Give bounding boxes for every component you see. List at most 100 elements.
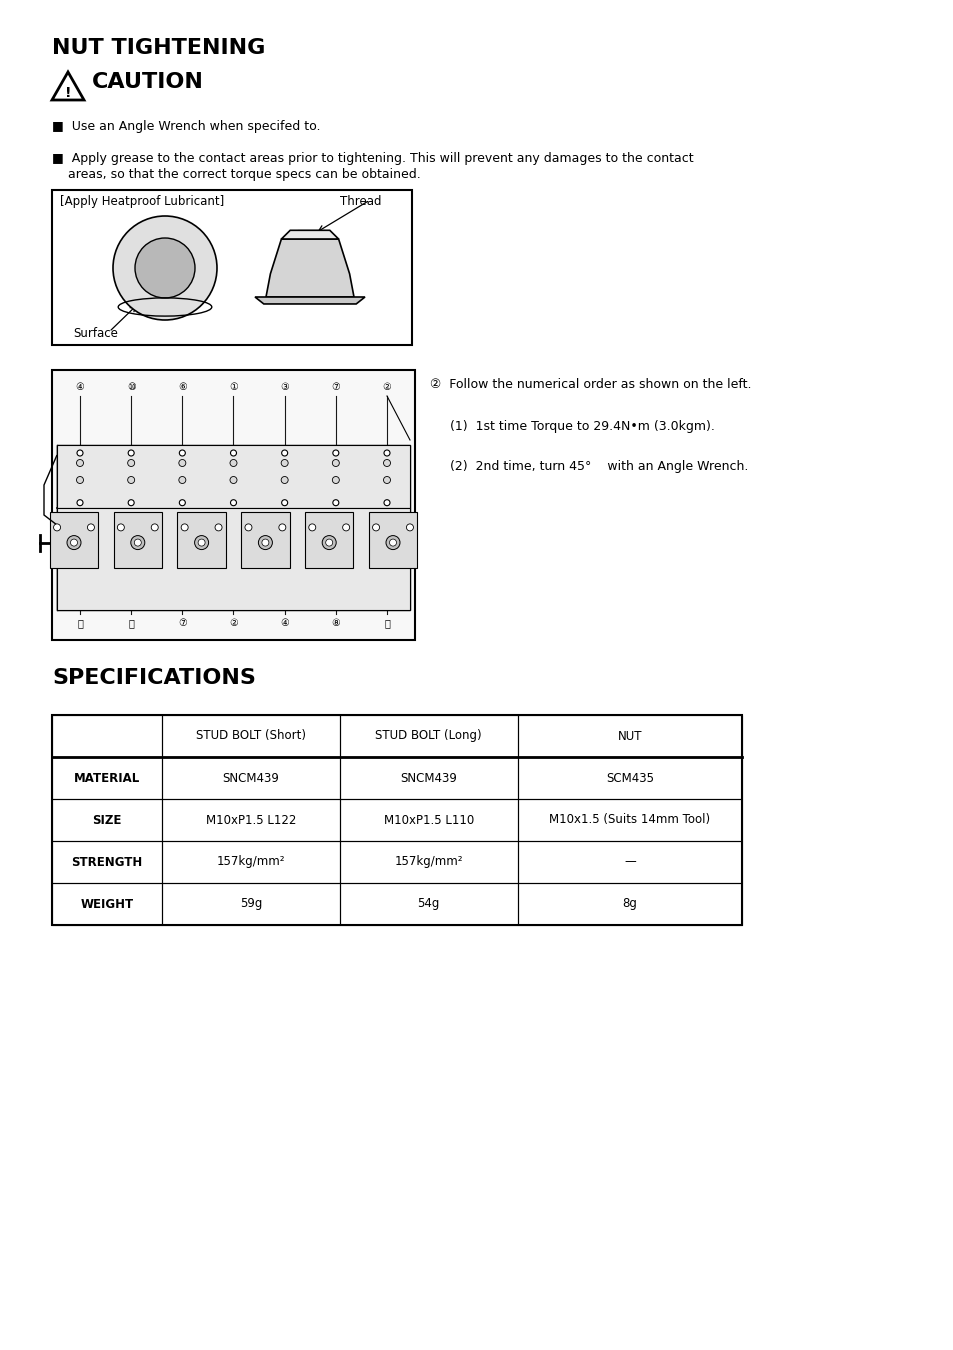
Text: SCM435: SCM435: [605, 771, 653, 784]
Bar: [339, 799, 517, 841]
Bar: [339, 716, 517, 757]
Circle shape: [128, 500, 134, 506]
Circle shape: [245, 524, 252, 531]
Text: STUD BOLT (Long): STUD BOLT (Long): [375, 729, 481, 742]
Circle shape: [386, 536, 399, 549]
Circle shape: [333, 500, 338, 506]
Polygon shape: [254, 297, 365, 304]
Bar: [52, 883, 162, 925]
Polygon shape: [281, 231, 338, 239]
Circle shape: [152, 524, 158, 531]
Text: ②  Follow the numerical order as shown on the left.: ② Follow the numerical order as shown on…: [430, 378, 751, 392]
Text: ⑧: ⑧: [331, 618, 340, 628]
Text: ⑦: ⑦: [331, 382, 340, 391]
Text: 8g: 8g: [621, 898, 637, 910]
Text: SPECIFICATIONS: SPECIFICATIONS: [52, 668, 255, 688]
Bar: [162, 716, 339, 757]
Bar: [162, 757, 339, 799]
Circle shape: [128, 459, 134, 467]
Circle shape: [112, 216, 216, 320]
Text: ③: ③: [280, 382, 289, 391]
Bar: [162, 883, 339, 925]
Circle shape: [406, 524, 413, 531]
Circle shape: [373, 524, 379, 531]
Text: ④: ④: [75, 382, 84, 391]
Circle shape: [278, 524, 286, 531]
Text: 157kg/mm²: 157kg/mm²: [216, 856, 285, 868]
Polygon shape: [266, 239, 354, 297]
Text: NUT: NUT: [617, 729, 641, 742]
Text: ⑭: ⑭: [77, 618, 83, 628]
Circle shape: [333, 450, 338, 456]
Circle shape: [281, 500, 288, 506]
Text: ■  Use an Angle Wrench when specifed to.: ■ Use an Angle Wrench when specifed to.: [52, 120, 320, 134]
Text: (1)  1st time Torque to 29.4N•m (3.0kgm).: (1) 1st time Torque to 29.4N•m (3.0kgm).: [450, 420, 714, 433]
Circle shape: [322, 536, 335, 549]
Bar: [162, 799, 339, 841]
Text: M10xP1.5 L110: M10xP1.5 L110: [383, 814, 474, 826]
Circle shape: [332, 459, 339, 467]
Text: ⑪: ⑪: [128, 618, 134, 628]
Circle shape: [281, 477, 288, 483]
Bar: [52, 799, 162, 841]
Bar: [52, 841, 162, 883]
Circle shape: [214, 524, 222, 531]
Circle shape: [281, 459, 288, 467]
Circle shape: [262, 539, 269, 547]
Bar: [113, 512, 162, 568]
Circle shape: [230, 477, 236, 483]
Circle shape: [179, 450, 185, 456]
Circle shape: [309, 524, 315, 531]
Text: ②: ②: [382, 382, 391, 391]
Text: areas, so that the correct torque specs can be obtained.: areas, so that the correct torque specs …: [52, 167, 420, 181]
Text: STRENGTH: STRENGTH: [71, 856, 143, 868]
Bar: [57, 446, 410, 610]
Circle shape: [117, 524, 124, 531]
Bar: [177, 512, 226, 568]
Text: M10xP1.5 L122: M10xP1.5 L122: [206, 814, 295, 826]
Text: ④: ④: [280, 618, 289, 628]
Text: ⑦: ⑦: [178, 618, 187, 628]
Circle shape: [231, 450, 236, 456]
Text: (2)  2nd time, turn 45°    with an Angle Wrench.: (2) 2nd time, turn 45° with an Angle Wre…: [450, 460, 747, 472]
Circle shape: [178, 477, 186, 483]
Bar: [517, 883, 741, 925]
Text: —: —: [623, 856, 635, 868]
Circle shape: [128, 477, 134, 483]
Bar: [241, 512, 290, 568]
Bar: [52, 716, 741, 925]
Bar: [339, 757, 517, 799]
Text: ②: ②: [229, 618, 237, 628]
Circle shape: [258, 536, 273, 549]
Text: 157kg/mm²: 157kg/mm²: [395, 856, 462, 868]
Bar: [305, 512, 353, 568]
Circle shape: [128, 450, 134, 456]
Text: NUT TIGHTENING: NUT TIGHTENING: [52, 38, 265, 58]
Text: MATERIAL: MATERIAL: [73, 771, 140, 784]
Circle shape: [230, 459, 236, 467]
Circle shape: [178, 459, 186, 467]
Circle shape: [88, 524, 94, 531]
Circle shape: [179, 500, 185, 506]
Text: SNCM439: SNCM439: [400, 771, 456, 784]
Text: ①: ①: [229, 382, 237, 391]
Bar: [517, 841, 741, 883]
Text: [Apply Heatproof Lubricant]: [Apply Heatproof Lubricant]: [60, 194, 224, 208]
Bar: [52, 370, 415, 640]
Bar: [517, 716, 741, 757]
Circle shape: [231, 500, 236, 506]
Text: M10x1.5 (Suits 14mm Tool): M10x1.5 (Suits 14mm Tool): [549, 814, 710, 826]
Circle shape: [67, 536, 81, 549]
Bar: [57, 446, 410, 508]
Circle shape: [77, 450, 83, 456]
Text: STUD BOLT (Short): STUD BOLT (Short): [195, 729, 306, 742]
Circle shape: [383, 459, 390, 467]
Circle shape: [77, 500, 83, 506]
Bar: [52, 716, 162, 757]
Bar: [517, 799, 741, 841]
Text: SNCM439: SNCM439: [222, 771, 279, 784]
Circle shape: [135, 238, 194, 298]
Text: !: !: [65, 86, 71, 100]
Text: 59g: 59g: [239, 898, 262, 910]
Circle shape: [53, 524, 60, 531]
